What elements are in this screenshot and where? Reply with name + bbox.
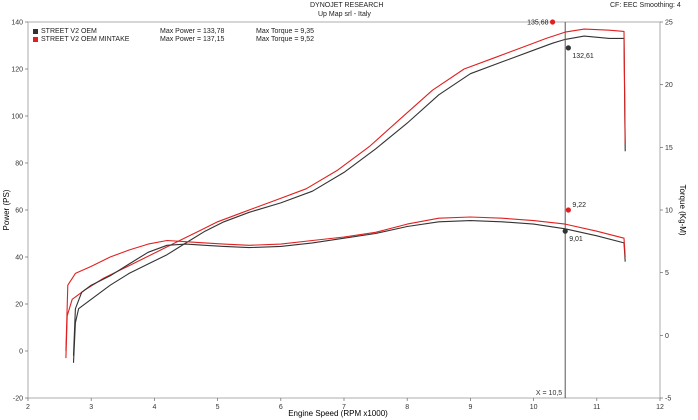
x-tick-label: 7: [342, 404, 346, 411]
y-right-tick-label: 0: [665, 333, 669, 340]
tick-labels: 2 3 4 5 6 7 8 9 10 11 12 -20 0 20 40 60 80 100 120 140 -5 0 5 1…: [11, 20, 673, 412]
y-right-tick-label: 5: [665, 270, 669, 277]
series-line-torque-mintake: [65, 216, 626, 352]
annotation-dot: [565, 45, 571, 51]
annotation-dot: [562, 228, 568, 234]
x-tick-label: 10: [530, 404, 538, 411]
annotations: 135,68 132,61 9,22 9,01: [527, 19, 594, 243]
y-right-tick-label: -5: [665, 396, 671, 403]
y-left-tick-label: 20: [15, 302, 23, 309]
x-tick-label: 2: [26, 404, 30, 411]
annotation-label: 132,61: [572, 53, 594, 60]
y-left-tick-label: 100: [11, 114, 23, 121]
series-line-power-oem: [72, 35, 626, 363]
x-tick-label: 6: [279, 404, 283, 411]
max-torque-mintake: Max Torque = 9,52: [256, 36, 315, 43]
series-line-power-mintake: [65, 28, 626, 359]
series-lines: [65, 28, 626, 363]
legend-swatch: [33, 37, 38, 42]
legend-entry-mintake: STREET V2 OEM MINTAKE: [33, 36, 129, 43]
x-tick-label: 4: [152, 404, 156, 411]
y-left-tick-label: -20: [13, 396, 23, 403]
annotation-label: 135,68: [527, 20, 549, 27]
axis-labels: Engine Speed (RPM x1000) Power (PS) Torq…: [2, 184, 687, 418]
y-left-tick-label: 120: [11, 67, 23, 74]
x-tick-label: 5: [216, 404, 220, 411]
annotation-dot: [565, 207, 571, 213]
y-right-tick-label: 20: [665, 82, 673, 89]
y-left-tick-label: 0: [19, 349, 23, 356]
legend-label: STREET V2 OEM: [41, 28, 97, 35]
x-tick-label: 8: [405, 404, 409, 411]
settings-label: CF: EEC Smoothing: 4: [610, 2, 681, 9]
y-left-tick-label: 40: [15, 255, 23, 262]
y-right-tick-label: 25: [665, 20, 673, 27]
cursor: X = 10,5: [536, 22, 566, 398]
annotation-label: 9,22: [572, 202, 586, 209]
max-power-mintake: Max Power = 137,15: [160, 36, 225, 43]
annotation-label: 9,01: [569, 236, 583, 243]
axes: [25, 21, 663, 401]
chart-subtitle: Up Map srl - Italy: [318, 11, 371, 18]
y-left-tick-label: 60: [15, 208, 23, 215]
x-tick-label: 9: [468, 404, 472, 411]
chart-title: DYNOJET RESEARCH: [310, 2, 384, 9]
x-axis-label: Engine Speed (RPM x1000): [288, 409, 388, 418]
x-tick-label: 11: [593, 404, 600, 411]
x-tick-label: 12: [656, 404, 664, 411]
cursor-label: X = 10,5: [536, 390, 562, 397]
legend-entry-oem: STREET V2 OEM: [33, 28, 97, 35]
max-power-oem: Max Power = 133,78: [160, 28, 225, 35]
legend-label: STREET V2 OEM MINTAKE: [41, 36, 130, 43]
y-left-tick-label: 140: [11, 20, 23, 27]
y-right-tick-label: 10: [665, 208, 673, 215]
y-axis-right-label: Torque (Kg-M): [678, 184, 687, 235]
y-left-tick-label: 80: [15, 161, 23, 168]
max-torque-oem: Max Torque = 9,35: [256, 28, 315, 35]
y-right-tick-label: 15: [665, 145, 673, 152]
annotation-dot: [549, 19, 556, 25]
x-tick-label: 3: [89, 404, 93, 411]
legend-swatch: [33, 29, 38, 34]
y-axis-left-label: Power (PS): [2, 189, 11, 230]
series-line-torque-oem: [72, 220, 626, 356]
